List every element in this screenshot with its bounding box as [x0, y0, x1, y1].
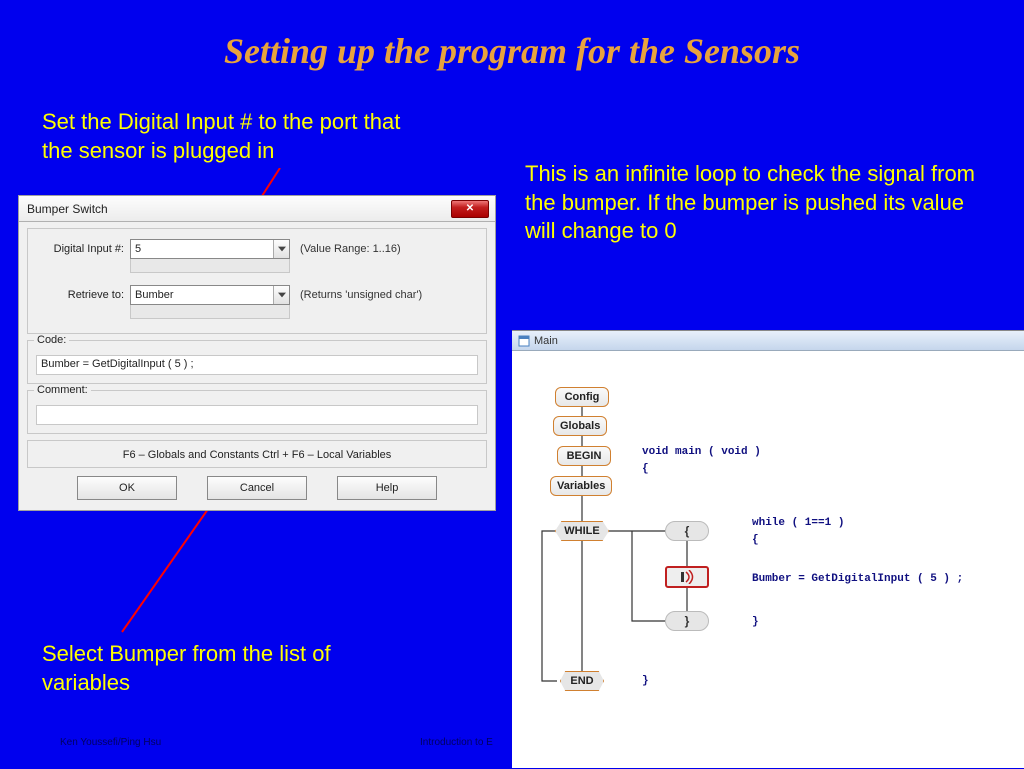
flow-area: Config Globals BEGIN Variables WHILE END…	[512, 351, 1024, 768]
chevron-down-icon	[273, 286, 289, 304]
comment-fieldset: Comment:	[27, 390, 487, 434]
brace-open-node[interactable]: {	[665, 521, 709, 541]
code-while-cond: while ( 1==1 )	[752, 517, 844, 529]
node-while[interactable]: WHILE	[555, 521, 609, 541]
retrieve-underline	[130, 305, 290, 319]
close-icon: ✕	[466, 203, 474, 214]
node-begin[interactable]: BEGIN	[557, 446, 611, 466]
footer-course: Introduction to E	[420, 737, 493, 748]
brace-close-node[interactable]: }	[665, 611, 709, 631]
code-main-close: }	[642, 675, 649, 687]
caption-set-digital-input: Set the Digital Input # to the port that…	[42, 108, 402, 165]
node-config[interactable]: Config	[555, 387, 609, 407]
retrieve-value: Bumber	[135, 289, 174, 301]
sensor-node[interactable]	[665, 566, 709, 588]
flow-connectors	[512, 351, 1024, 769]
retrieve-hint: (Returns 'unsigned char')	[300, 289, 422, 301]
node-globals[interactable]: Globals	[553, 416, 607, 436]
footer-author: Ken Youssefi/Ping Hsu	[60, 737, 161, 748]
retrieve-label: Retrieve to:	[36, 289, 124, 301]
digital-input-underline	[130, 259, 290, 273]
cancel-button[interactable]: Cancel	[207, 476, 307, 500]
chevron-down-icon	[273, 240, 289, 258]
bumper-switch-dialog: Bumper Switch ✕ Digital Input #: 5 (Valu…	[18, 195, 496, 511]
shortcut-hints: F6 – Globals and Constants Ctrl + F6 – L…	[27, 440, 487, 468]
dialog-titlebar: Bumper Switch ✕	[19, 196, 495, 222]
code-fieldset: Code: Bumber = GetDigitalInput ( 5 ) ;	[27, 340, 487, 384]
digital-input-range: (Value Range: 1..16)	[300, 243, 401, 255]
flow-title: Main	[534, 335, 558, 347]
comment-box[interactable]	[36, 405, 478, 425]
input-fieldset: Digital Input #: 5 (Value Range: 1..16) …	[27, 228, 487, 334]
ok-button[interactable]: OK	[77, 476, 177, 500]
code-sensor-line: Bumber = GetDigitalInput ( 5 ) ;	[752, 573, 963, 585]
main-flow-panel: Main Config Globals BE	[512, 330, 1024, 768]
window-icon	[518, 335, 530, 347]
retrieve-combo[interactable]: Bumber	[130, 285, 290, 305]
caption-select-bumper: Select Bumper from the list of variables	[42, 640, 402, 697]
code-box[interactable]: Bumber = GetDigitalInput ( 5 ) ;	[36, 355, 478, 375]
code-legend: Code:	[34, 334, 69, 346]
digital-input-label: Digital Input #:	[36, 243, 124, 255]
code-while-open: {	[752, 534, 759, 546]
dialog-title: Bumper Switch	[27, 202, 108, 216]
close-button[interactable]: ✕	[451, 200, 489, 218]
slide-title: Setting up the program for the Sensors	[0, 30, 1024, 72]
code-main-decl: void main ( void )	[642, 446, 761, 458]
dialog-buttons: OK Cancel Help	[27, 476, 487, 500]
comment-legend: Comment:	[34, 384, 91, 396]
node-end[interactable]: END	[560, 671, 604, 691]
help-button[interactable]: Help	[337, 476, 437, 500]
code-while-close: }	[752, 616, 759, 628]
code-main-open: {	[642, 463, 649, 475]
node-variables[interactable]: Variables	[550, 476, 612, 496]
flow-titlebar: Main	[512, 331, 1024, 351]
caption-infinite-loop: This is an infinite loop to check the si…	[525, 160, 975, 246]
digital-input-combo[interactable]: 5	[130, 239, 290, 259]
sensor-icon	[679, 570, 695, 584]
digital-input-value: 5	[135, 243, 141, 255]
